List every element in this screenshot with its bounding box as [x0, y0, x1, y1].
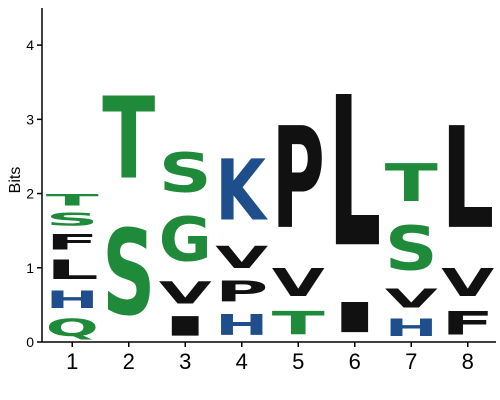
x-tick-label: 6 [349, 349, 361, 374]
logo-letter-v: V [385, 285, 438, 314]
x-tick-label: 8 [462, 349, 474, 374]
logo-letter-h: H [385, 315, 438, 343]
x-tick-label: 3 [179, 349, 191, 374]
logo-letter-i: I [328, 294, 381, 342]
logo-letter-q: Q [46, 314, 99, 342]
logo-letter-s: S [46, 209, 99, 230]
x-tick-label: 4 [236, 349, 248, 374]
y-axis: 0 1 2 3 4 [26, 8, 43, 350]
logo-letter-p: P [272, 99, 325, 261]
logo-letter-t: T [272, 305, 326, 342]
y-tick-label: 2 [26, 186, 34, 202]
y-tick-label: 0 [26, 334, 34, 350]
logo-letter-l: L [46, 255, 99, 286]
logo-letter-t: T [385, 153, 438, 214]
logo-letter-s: S [102, 206, 155, 343]
logo-letter-h: H [215, 308, 268, 342]
logo-letter-g: G [159, 205, 212, 275]
logo-letter-v: V [272, 261, 325, 305]
logo-letter-t: T [102, 73, 155, 204]
logo-letter-v: V [441, 261, 494, 305]
logo-letter-s: S [385, 214, 438, 284]
logo-letter-k: K [215, 141, 268, 239]
logo-letter-h: H [46, 286, 99, 314]
x-tick-label: 5 [292, 349, 304, 374]
x-axis: 1 2 3 4 5 6 7 8 [42, 341, 496, 374]
logo-letter-t: T [46, 191, 99, 209]
y-tick-label: 3 [26, 111, 34, 127]
logo-letter-f: F [46, 230, 99, 254]
x-tick-label: 1 [66, 349, 78, 374]
y-tick-label: 4 [26, 37, 34, 53]
x-tick-label: 2 [123, 349, 135, 374]
logo-letter-v: V [215, 240, 268, 275]
logo-letter-l: L [441, 98, 494, 261]
y-tick-label: 1 [26, 260, 34, 276]
logo-letter-l: L [328, 54, 381, 294]
logo-letter-i: I [159, 311, 212, 342]
y-axis-title: Bits [7, 167, 24, 194]
logo-letter-p: P [215, 275, 268, 308]
logo-letter-f: F [441, 305, 494, 342]
x-tick-label: 7 [405, 349, 417, 374]
logo-letter-v: V [159, 276, 212, 311]
logo-letter-s: S [159, 142, 212, 205]
